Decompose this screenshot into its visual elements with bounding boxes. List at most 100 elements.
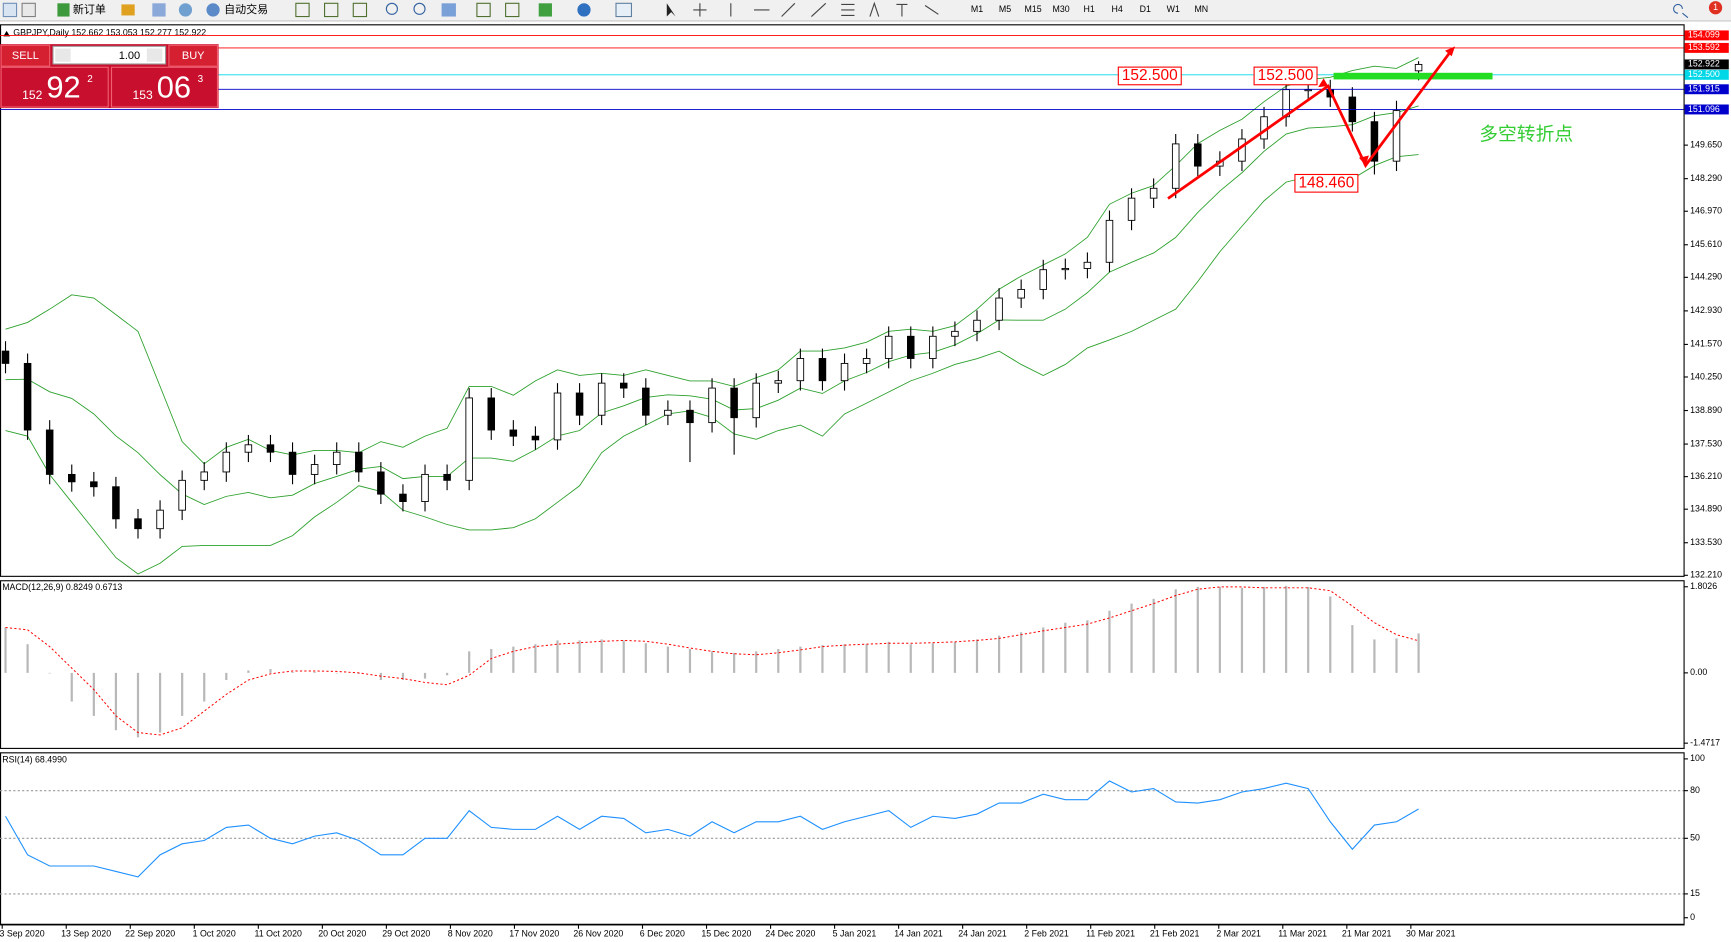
annotation-box bbox=[1253, 66, 1318, 86]
macd-bar bbox=[247, 670, 250, 673]
candle-body bbox=[399, 493, 407, 502]
macd-bar bbox=[710, 651, 714, 673]
icon[interactable] bbox=[295, 2, 310, 18]
timeframe-button[interactable]: D1 bbox=[1140, 4, 1151, 14]
macd-bar bbox=[887, 641, 890, 673]
x-tick-label: 26 Nov 2020 bbox=[573, 929, 623, 939]
candle-body bbox=[774, 380, 783, 384]
bid-pip: 2 bbox=[87, 74, 93, 85]
y-tick-label: 146.970 bbox=[1690, 206, 1722, 216]
indicator-title: MACD(12,26,9) 0.8249 0.6713 bbox=[2, 582, 122, 592]
buy-button[interactable] bbox=[168, 44, 219, 67]
x-tick-label: 3 Sep 2020 bbox=[0, 929, 45, 939]
cursor-icon[interactable] bbox=[666, 3, 676, 17]
candle-body bbox=[752, 382, 760, 419]
macd-bar bbox=[490, 648, 493, 673]
x-tick-label: 24 Jan 2021 bbox=[958, 929, 1007, 939]
x-tick-label: 22 Sep 2020 bbox=[125, 929, 175, 939]
icon[interactable] bbox=[538, 3, 552, 17]
icon[interactable] bbox=[476, 2, 491, 18]
alert-badge[interactable] bbox=[1708, 1, 1723, 15]
macd-bar bbox=[1417, 633, 1420, 673]
timeframe-button[interactable]: W1 bbox=[1167, 4, 1180, 14]
icon[interactable] bbox=[615, 2, 633, 18]
x-tick-label: 2 Mar 2021 bbox=[1216, 929, 1261, 939]
ask-box[interactable] bbox=[110, 66, 219, 108]
timeframe-button[interactable]: M1 bbox=[971, 4, 983, 14]
macd-bar bbox=[181, 672, 184, 716]
timeframe-button[interactable]: M30 bbox=[1053, 4, 1070, 14]
y-tick-label: 148.290 bbox=[1690, 173, 1722, 183]
macd-bar bbox=[534, 644, 537, 673]
candle-body bbox=[355, 451, 363, 473]
macd-bar bbox=[1108, 610, 1111, 673]
bid-box[interactable] bbox=[0, 66, 109, 108]
candle-body bbox=[730, 387, 738, 419]
candle-body bbox=[421, 473, 429, 502]
icon[interactable] bbox=[152, 3, 166, 17]
chart-title: GBPJPY,Daily 152.662 153.053 152.277 152… bbox=[13, 27, 206, 37]
one-click-panel: SELL 1.00 BUY 152 92 2 153 06 3 bbox=[0, 44, 219, 109]
lot-up[interactable] bbox=[146, 48, 163, 62]
bollinger-middle bbox=[5, 105, 1419, 506]
macd-bar bbox=[733, 652, 736, 673]
new-order-icon[interactable] bbox=[57, 3, 70, 17]
icon[interactable] bbox=[178, 3, 193, 17]
sell-button[interactable] bbox=[0, 44, 51, 67]
draw-icons[interactable] bbox=[730, 2, 855, 17]
icon[interactable] bbox=[121, 4, 135, 16]
icon[interactable] bbox=[577, 3, 591, 17]
draw-icons[interactable] bbox=[869, 1, 939, 17]
price-level-tag bbox=[1684, 59, 1729, 70]
macd-bar bbox=[755, 651, 758, 673]
macd-bar bbox=[777, 648, 780, 673]
timeframe-button[interactable]: MN bbox=[1194, 4, 1208, 14]
icon[interactable] bbox=[21, 2, 36, 18]
candle-body bbox=[377, 471, 385, 495]
icon[interactable] bbox=[352, 2, 368, 18]
icon[interactable] bbox=[413, 2, 426, 15]
x-tick-label: 11 Mar 2021 bbox=[1278, 929, 1327, 939]
macd-bar bbox=[401, 672, 405, 681]
icon[interactable] bbox=[505, 2, 520, 18]
timeframe-button[interactable]: M15 bbox=[1024, 4, 1041, 14]
x-tick-label: 21 Feb 2021 bbox=[1150, 929, 1200, 939]
candle-body bbox=[134, 518, 142, 530]
timeframe-button[interactable]: H4 bbox=[1112, 4, 1123, 14]
price-level-label: 151.915 bbox=[1688, 84, 1720, 94]
alert-count[interactable]: 1 bbox=[1713, 2, 1718, 12]
icon[interactable] bbox=[385, 2, 398, 15]
buy-label[interactable]: BUY bbox=[182, 50, 205, 62]
search-icon[interactable] bbox=[1673, 3, 1689, 19]
toolbar-button[interactable]: 自动交易 bbox=[224, 2, 268, 16]
candle-body bbox=[973, 319, 981, 332]
timeframe-button[interactable]: H1 bbox=[1084, 4, 1095, 14]
candle-body bbox=[23, 362, 32, 431]
annotation-box bbox=[1117, 66, 1182, 86]
macd-bar bbox=[225, 672, 228, 681]
icon[interactable] bbox=[2, 2, 18, 18]
lot-down[interactable] bbox=[55, 48, 71, 62]
macd-bar bbox=[1395, 638, 1398, 673]
icon[interactable] bbox=[441, 3, 456, 17]
candle-body bbox=[156, 509, 164, 530]
candle-body bbox=[178, 479, 186, 511]
timeframe-button[interactable]: M5 bbox=[999, 4, 1011, 14]
crosshair-icon[interactable] bbox=[693, 3, 707, 17]
price-level-label: 152.922 bbox=[1688, 59, 1720, 69]
icon[interactable] bbox=[324, 2, 339, 18]
lot-value[interactable]: 1.00 bbox=[119, 50, 140, 62]
lot-field[interactable] bbox=[52, 45, 167, 65]
candle-body bbox=[1304, 89, 1312, 92]
sell-label[interactable]: SELL bbox=[12, 50, 39, 62]
auto-trade-icon[interactable] bbox=[206, 3, 220, 17]
candle-body bbox=[619, 382, 628, 389]
candle-body bbox=[862, 358, 871, 364]
candle-body bbox=[465, 397, 473, 481]
y-tick-label: -1.4717 bbox=[1690, 737, 1720, 747]
macd-bar bbox=[1373, 639, 1376, 673]
candle-body bbox=[840, 362, 849, 382]
price-level-label: 153.592 bbox=[1688, 42, 1720, 52]
toolbar-button[interactable]: 新订单 bbox=[73, 2, 106, 16]
green-bar bbox=[1333, 72, 1493, 80]
